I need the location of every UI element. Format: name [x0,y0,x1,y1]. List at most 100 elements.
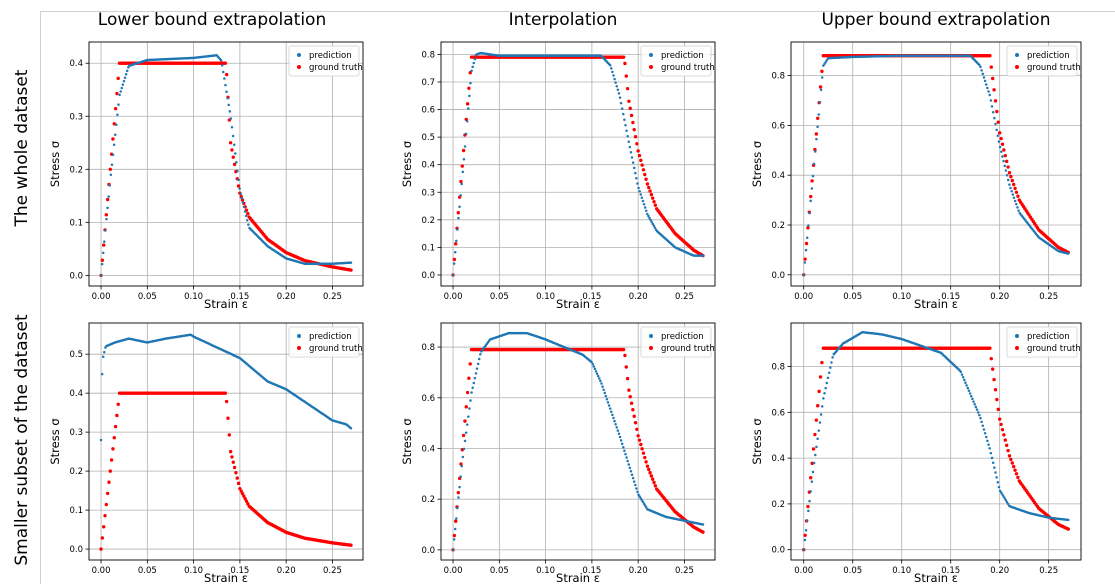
data-point [987,90,990,93]
data-point [607,404,611,407]
data-point [224,72,229,77]
data-point [230,126,234,129]
data-point [225,90,228,93]
data-point [990,367,995,371]
data-point [829,366,832,369]
data-point [820,69,824,74]
data-point [112,436,116,440]
y-axis-label: Stress σ [750,418,764,464]
data-point [1006,178,1010,182]
data-point [618,96,622,99]
data-point [453,519,458,523]
data-point [635,177,638,180]
data-point [640,196,644,199]
data-point [1013,186,1017,191]
data-point [650,220,653,224]
data-point [1000,491,1003,494]
data-point [592,365,596,368]
data-point [458,205,461,208]
data-point [104,213,109,217]
data-point [806,226,810,230]
data-point [803,261,807,264]
x-tick-label: 0.00 [92,292,111,302]
data-point [633,135,638,139]
data-point [628,145,632,149]
data-point [611,413,614,417]
data-point [220,64,224,67]
data-point [228,449,233,454]
data-point [604,394,608,398]
data-point [812,461,816,465]
data-point [990,76,995,81]
data-point [472,381,476,385]
data-point [647,214,650,218]
data-point [802,548,805,551]
data-point [971,397,974,401]
data-point [603,391,606,395]
data-point [611,70,614,74]
data-point [1000,142,1005,146]
data-point [105,197,110,202]
data-point [1002,433,1006,437]
legend: prediction ground truth [640,45,715,77]
data-point [985,435,988,439]
data-point [236,481,241,486]
data-point [468,362,472,366]
data-point [814,132,819,136]
series-ground-truth [802,53,1070,277]
data-point [1005,174,1009,177]
data-point [103,350,106,354]
data-point [101,525,106,529]
ticks: 0.00 0.05 0.10 0.15 0.20 0.25 0.0 0.1 0.2 0.3 0.4 0… [421,50,693,302]
data-point [451,273,455,277]
data-point [818,375,823,379]
plot-frame [790,41,1082,287]
data-point [453,242,458,246]
data-point [652,224,656,228]
data-point [635,142,639,146]
data-point [983,432,987,435]
data-point [995,109,999,114]
data-point [994,122,997,126]
data-point [613,77,616,81]
data-point [615,426,618,429]
grid [791,42,1081,286]
data-point [109,458,114,462]
legend-label: prediction [309,51,352,61]
data-point [803,257,807,261]
data-point [816,437,819,441]
chart-whole-upper-bound: 0.00 0.05 0.10 0.15 0.20 0.25 0.0 0.2 0.4 0.6 0.8 S… [750,41,1082,310]
data-point [651,196,655,200]
plot-frame [790,322,1082,561]
data-point [631,120,635,125]
data-point [453,250,457,254]
y-tick-label: 0.4 [69,389,83,399]
data-point [632,480,636,483]
data-point [803,533,807,537]
data-point [1001,493,1004,496]
data-point [807,224,810,227]
data-point [462,157,466,161]
y-tick-label: 0.4 [421,444,435,454]
data-point [219,58,223,62]
y-tick-label: 0.2 [771,500,785,510]
legend-label: prediction [1027,51,1070,61]
data-point [457,216,460,220]
data-point [465,423,469,426]
data-point [614,81,617,84]
data-point [982,428,986,431]
data-point [701,523,705,526]
data-point [110,163,114,166]
x-tick-label: 0.05 [490,292,509,302]
x-tick-label: 0.15 [582,292,601,302]
data-point [993,388,998,392]
data-point [614,423,617,426]
data-point [627,388,631,392]
y-axis-label: Stress σ [48,418,62,464]
data-point [108,184,112,187]
y-tick-label: 0.3 [69,428,83,438]
data-point [814,418,819,422]
data-point [634,171,637,175]
data-point [623,449,626,452]
data-point [116,113,119,116]
